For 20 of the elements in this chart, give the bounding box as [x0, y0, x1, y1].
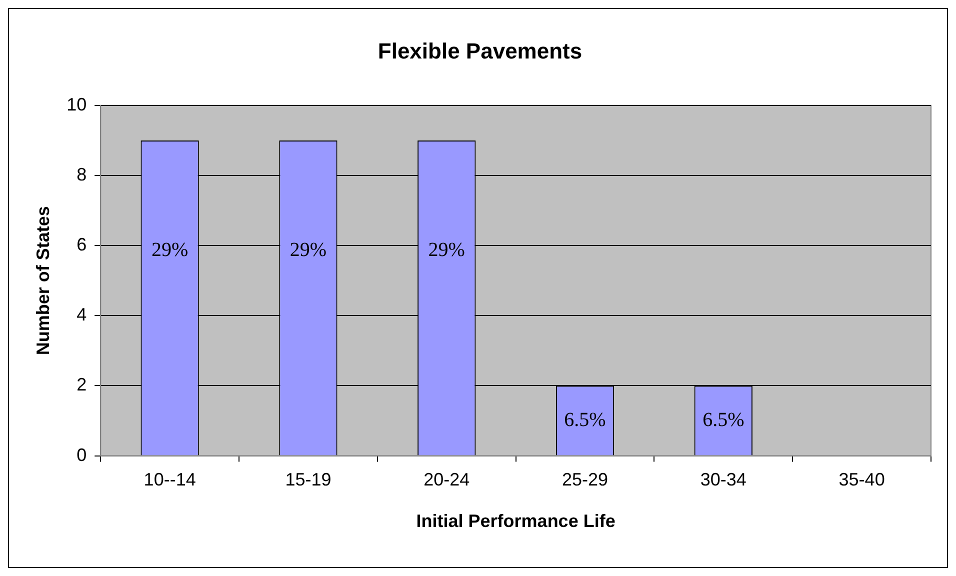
chart-title: Flexible Pavements — [378, 38, 582, 64]
annotation: 29% — [151, 238, 188, 261]
y-tick-label: 4 — [76, 304, 87, 325]
annotation: 6.5% — [702, 408, 744, 431]
x-axis-title: Initial Performance Life — [416, 511, 616, 532]
x-tick-label: 35-40 — [838, 470, 885, 490]
y-tick-label: 10 — [66, 94, 87, 114]
x-tick-label: 30-34 — [700, 470, 746, 490]
annotation: 29% — [428, 238, 465, 261]
y-tick-label: 8 — [76, 164, 87, 184]
y-tick-label: 2 — [76, 374, 87, 395]
x-tick-label: 10--14 — [144, 470, 196, 490]
y-axis-title: Number of States — [32, 206, 53, 356]
y-tick-label: 0 — [76, 444, 87, 465]
annotation: 29% — [290, 238, 327, 261]
x-tick-label: 25-29 — [562, 470, 608, 490]
x-tick-label: 20-24 — [424, 470, 470, 490]
annotation: 6.5% — [564, 408, 606, 431]
y-tick-label: 6 — [76, 234, 87, 255]
x-tick-label: 15-19 — [285, 470, 332, 490]
